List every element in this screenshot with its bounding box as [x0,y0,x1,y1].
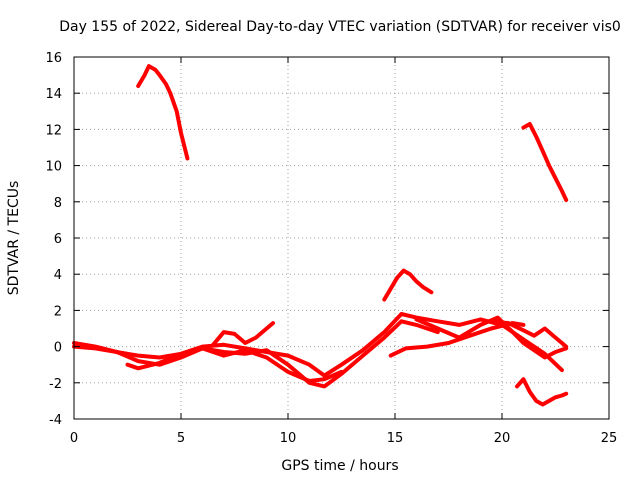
y-axis-label: SDTVAR / TECUs [6,181,22,296]
chart-title: Day 155 of 2022, Sidereal Day-to-day VTE… [59,19,621,35]
series-arc-evening-high [521,122,569,202]
x-tick-label: 10 [280,431,297,446]
series-arc-morning-high [136,64,190,161]
x-tick-label: 20 [494,431,511,446]
x-axis-ticks: 0 5 10 15 20 25 [70,57,617,446]
series-arc-day-c [125,346,344,383]
data-series [72,64,569,407]
series-arc-day-d [211,321,275,347]
x-tick-label: 15 [387,431,404,446]
y-axis-ticks: -4 -2 0 2 4 6 8 10 12 14 16 [45,51,609,428]
y-tick-label: 10 [45,160,62,175]
series-arc-day-b [72,319,440,389]
series-arc-late-low [515,377,569,407]
y-tick-label: 14 [45,87,62,102]
series-arc-day-g [414,315,569,360]
x-axis-label: GPS time / hours [281,458,398,474]
x-tick-label: 0 [70,431,78,446]
y-tick-label: 6 [54,232,62,247]
series-arc-afternoon-bump [382,268,434,302]
y-tick-label: 16 [45,51,62,66]
y-tick-label: -4 [49,413,62,428]
x-tick-label: 25 [601,431,618,446]
series-arc-day-a [72,312,564,378]
y-tick-label: 4 [54,268,62,283]
y-tick-label: 12 [45,123,62,138]
y-tick-label: -2 [49,377,62,392]
y-tick-label: 8 [54,196,62,211]
y-tick-label: 0 [54,341,62,356]
y-tick-label: 2 [54,304,62,319]
x-tick-label: 5 [177,431,185,446]
series-arc-day-f [489,319,569,349]
grid-lines [74,57,609,419]
